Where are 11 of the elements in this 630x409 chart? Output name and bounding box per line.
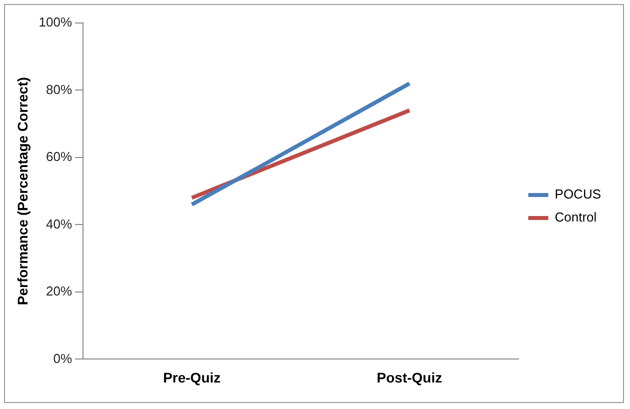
x-tick-label: Pre-Quiz xyxy=(163,369,221,386)
y-tick-label: 80% xyxy=(46,82,72,97)
legend-label: Control xyxy=(554,210,597,225)
y-tick-label: 20% xyxy=(46,284,72,299)
y-axis-title: Performance (Percentage Correct) xyxy=(14,77,30,306)
y-tick-label: 0% xyxy=(53,350,72,366)
y-tick-label: 60% xyxy=(46,149,72,164)
x-tick-label: Post-Quiz xyxy=(376,369,442,386)
legend-label: POCUS xyxy=(554,186,602,202)
y-tick-label: 40% xyxy=(46,216,72,232)
y-tick-label: 100% xyxy=(38,14,72,30)
